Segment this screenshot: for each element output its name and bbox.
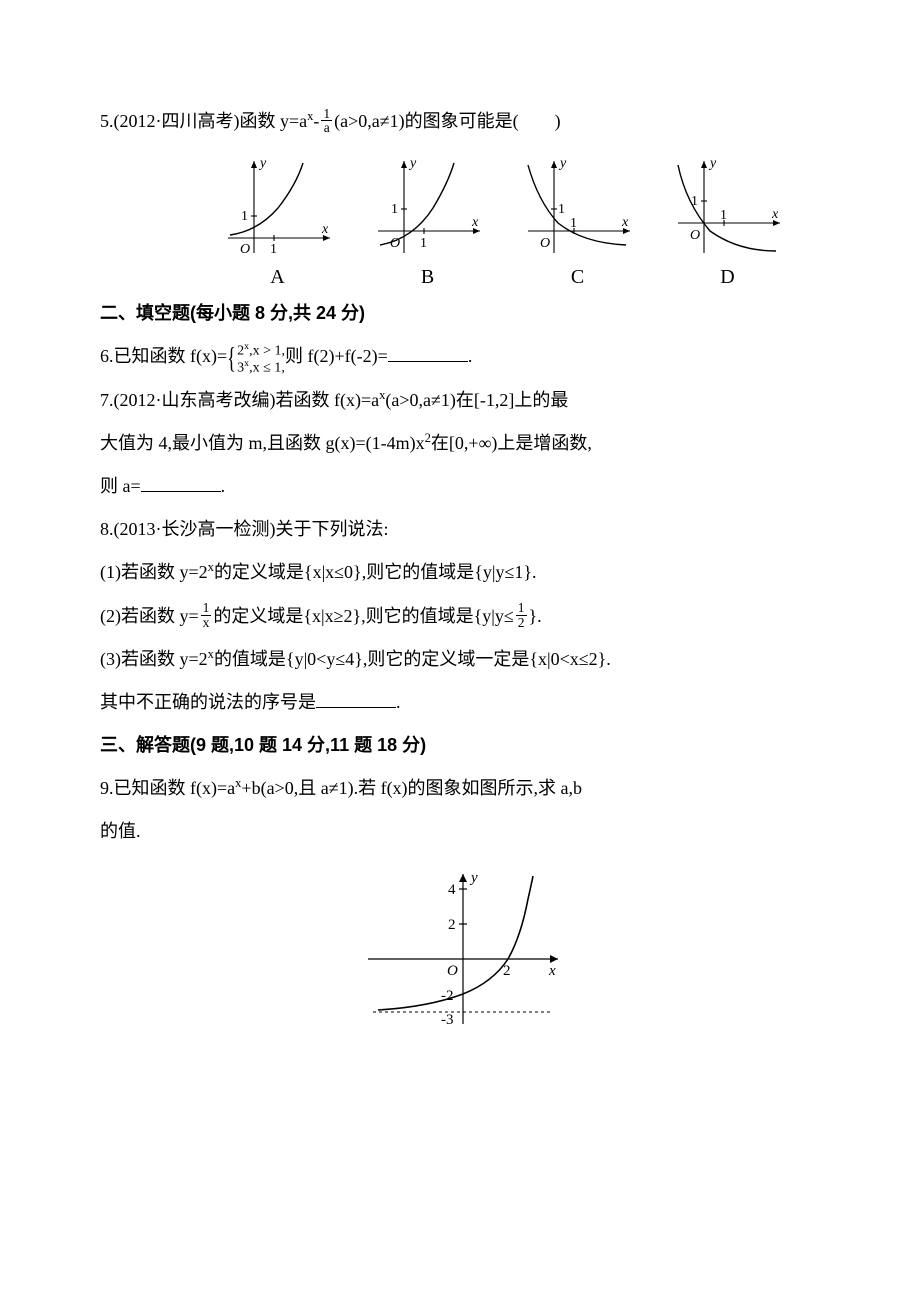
q7-line1: 7.(2012·山东高考改编)若函数 f(x)=ax(a>0,a≠1)在[-1,…: [100, 379, 825, 422]
q7-l1b: (a>0,a≠1)在[-1,2]上的最: [385, 390, 568, 410]
q5-graph-d: 1 1 O x y D: [668, 153, 788, 287]
q8-s2-frac2: 12: [516, 601, 527, 629]
q5-minus: -: [313, 111, 319, 131]
svg-text:1: 1: [391, 202, 398, 217]
svg-text:y: y: [408, 156, 417, 171]
q9-y2: 2: [448, 917, 456, 933]
q6-blank: [388, 343, 468, 362]
svg-text:y: y: [708, 156, 717, 171]
q5-b: (a>0,a≠1)的图象可能是( ): [334, 111, 561, 131]
q9-xlabel: x: [548, 963, 556, 979]
q8-s2b: 的定义域是{x|x≥2},则它的值域是{y|y≤: [213, 606, 513, 626]
q5-label-b: B: [368, 267, 488, 287]
svg-text:1: 1: [558, 202, 565, 217]
q5-label-d: D: [668, 267, 788, 287]
svg-text:x: x: [471, 215, 479, 230]
q7-l2a: 大值为 4,最小值为 m,且函数 g(x)=(1-4m)x: [100, 433, 425, 453]
q9-x2: 2: [503, 963, 511, 979]
q8-tail: 其中不正确的说法的序号是.: [100, 681, 825, 724]
q6-piecewise: 2x,x > 1,3x,x ≤ 1,: [227, 341, 285, 376]
q8-s2: (2)若函数 y=1x的定义域是{x|x≥2},则它的值域是{y|y≤12}.: [100, 595, 825, 638]
q8-head: 8.(2013·长沙高一检测)关于下列说法:: [100, 508, 825, 551]
section-3-heading: 三、解答题(9 题,10 题 14 分,11 题 18 分): [100, 724, 825, 767]
svg-text:1: 1: [420, 236, 427, 251]
q6-b: 则 f(2)+f(-2)=: [285, 346, 388, 366]
q8-s3b: 的值域是{y|0<y≤4},则它的定义域一定是{x|0<x≤2}.: [214, 649, 611, 669]
q9-ym3: -3: [441, 1012, 454, 1028]
q5-frac: 1a: [321, 107, 332, 135]
q8-s3: (3)若函数 y=2x的值域是{y|0<y≤4},则它的定义域一定是{x|0<x…: [100, 638, 825, 681]
q8-s2a: (2)若函数 y=: [100, 606, 199, 626]
q9-O: O: [447, 963, 458, 979]
svg-text:x: x: [321, 222, 329, 237]
q8-tail-a: 其中不正确的说法的序号是: [100, 692, 316, 712]
q8-s1b: 的定义域是{x|x≤0},则它的值域是{y|y≤1}.: [214, 562, 537, 582]
q6-c: .: [468, 346, 473, 366]
q9-l1a: 9.已知函数 f(x)=a: [100, 778, 235, 798]
q5-label-c: C: [518, 267, 638, 287]
q8-blank: [316, 689, 396, 708]
q8-s1a: (1)若函数 y=2: [100, 562, 208, 582]
q6-text: 6.已知函数 f(x)=2x,x > 1,3x,x ≤ 1,则 f(2)+f(-…: [100, 335, 825, 378]
q9-y4: 4: [448, 882, 456, 898]
svg-text:1: 1: [720, 208, 727, 223]
q5-graph-b: 1 1 O x y B: [368, 153, 488, 287]
svg-text:O: O: [390, 236, 400, 251]
section-2-heading: 二、填空题(每小题 8 分,共 24 分): [100, 292, 825, 335]
svg-text:y: y: [258, 156, 267, 171]
q5-frac-den: a: [321, 121, 332, 135]
q9-l1b: +b(a>0,且 a≠1).若 f(x)的图象如图所示,求 a,b: [241, 778, 582, 798]
q7-l3b: .: [221, 476, 226, 496]
svg-text:y: y: [558, 156, 567, 171]
q9-ylabel: y: [469, 870, 478, 886]
q7-l2b: 在[0,+∞)上是增函数,: [431, 433, 592, 453]
svg-text:1: 1: [241, 209, 248, 224]
svg-text:1: 1: [270, 242, 277, 257]
q7-line2: 大值为 4,最小值为 m,且函数 g(x)=(1-4m)x2在[0,+∞)上是增…: [100, 422, 825, 465]
svg-text:O: O: [690, 228, 700, 243]
q5-label-a: A: [218, 267, 338, 287]
svg-text:x: x: [621, 215, 629, 230]
q5-graphs: 1 1 O x y A 1 1 O x y B: [180, 153, 825, 287]
q8-tail-b: .: [396, 692, 401, 712]
svg-text:O: O: [540, 236, 550, 251]
q5-text: 5.(2012·四川高考)函数 y=ax-1a(a>0,a≠1)的图象可能是( …: [100, 100, 825, 143]
q9-graph: 4 2 O 2 x y -2 -3: [100, 864, 825, 1037]
q6-a: 6.已知函数 f(x)=: [100, 346, 227, 366]
q8-s2-frac1: 1x: [201, 601, 212, 629]
svg-text:x: x: [771, 207, 779, 222]
q5-frac-num: 1: [321, 107, 332, 122]
q7-l1a: 7.(2012·山东高考改编)若函数 f(x)=a: [100, 390, 379, 410]
q7-blank: [141, 473, 221, 492]
q9-ym2: -2: [441, 988, 454, 1004]
q5-graph-c: 1 1 O x y C: [518, 153, 638, 287]
q5-a: 5.(2012·四川高考)函数 y=a: [100, 111, 307, 131]
q5-graph-a: 1 1 O x y A: [218, 153, 338, 287]
q7-l3a: 则 a=: [100, 476, 141, 496]
svg-text:1: 1: [570, 216, 577, 231]
q9-line2: 的值.: [100, 810, 825, 853]
svg-text:1: 1: [691, 194, 698, 209]
q8-s3a: (3)若函数 y=2: [100, 649, 208, 669]
svg-text:O: O: [240, 242, 250, 257]
q8-s2c: }.: [529, 606, 542, 626]
q8-s1: (1)若函数 y=2x的定义域是{x|x≤0},则它的值域是{y|y≤1}.: [100, 551, 825, 594]
q9-line1: 9.已知函数 f(x)=ax+b(a>0,且 a≠1).若 f(x)的图象如图所…: [100, 767, 825, 810]
q7-line3: 则 a=.: [100, 465, 825, 508]
